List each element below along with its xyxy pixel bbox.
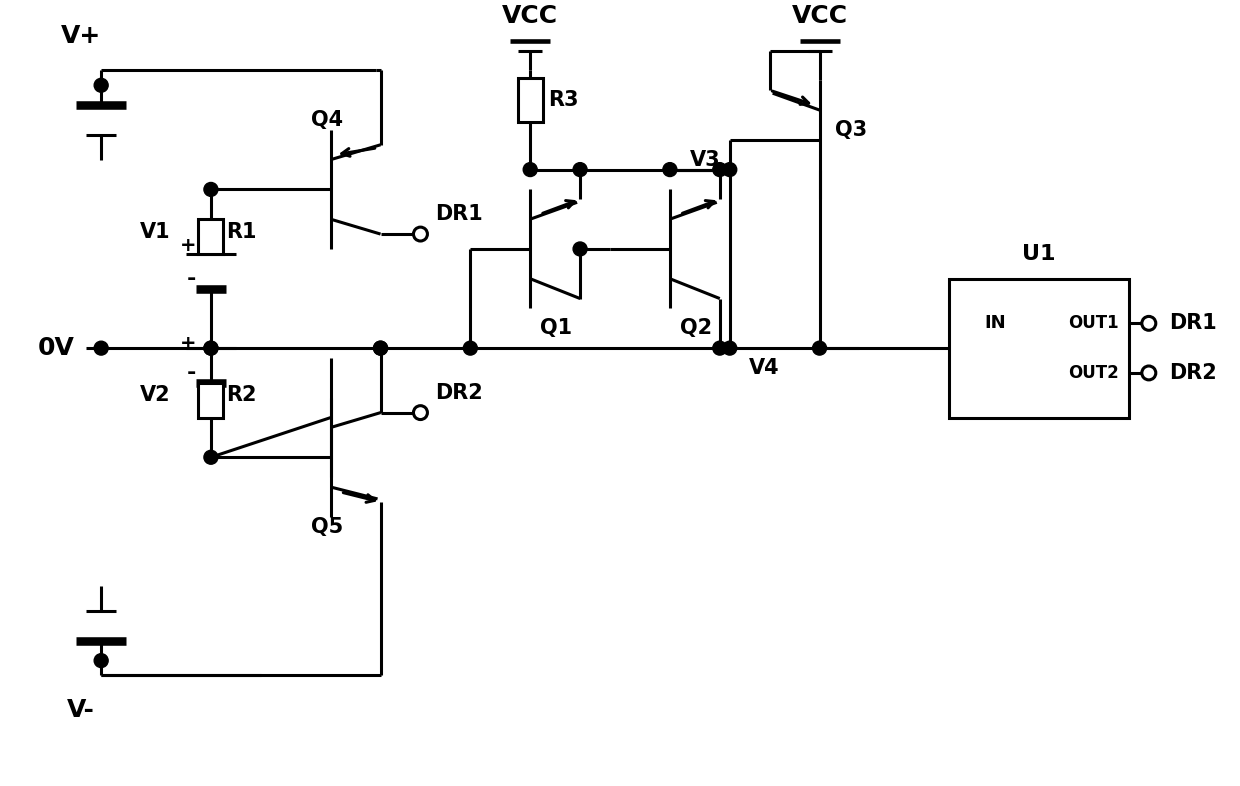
Circle shape [373, 341, 388, 355]
Circle shape [94, 341, 108, 355]
Circle shape [203, 341, 218, 355]
Bar [950, 279, 1128, 417]
Text: V-: V- [67, 698, 95, 722]
Text: VCC: VCC [502, 4, 558, 28]
Circle shape [713, 341, 727, 355]
Circle shape [203, 450, 218, 465]
Text: DR2: DR2 [1169, 363, 1216, 383]
Text: Q3: Q3 [835, 120, 867, 140]
Circle shape [203, 182, 218, 196]
Circle shape [663, 163, 677, 177]
Text: OUT2: OUT2 [1068, 364, 1118, 382]
Text: Q4: Q4 [311, 110, 342, 130]
Text: +: + [180, 334, 196, 353]
Text: Q1: Q1 [541, 318, 573, 338]
Text: DR1: DR1 [435, 204, 484, 224]
Text: -: - [186, 269, 196, 288]
Circle shape [573, 163, 587, 177]
Text: Q2: Q2 [680, 318, 712, 338]
Text: -: - [186, 363, 196, 383]
Text: V4: V4 [749, 358, 780, 378]
Text: DR1: DR1 [1169, 314, 1216, 333]
Circle shape [413, 227, 428, 241]
Circle shape [713, 163, 727, 177]
Text: V3: V3 [689, 149, 720, 170]
Text: Q5: Q5 [311, 516, 343, 537]
Text: +: + [180, 237, 196, 255]
Text: V2: V2 [140, 385, 171, 406]
Bar [518, 78, 543, 123]
Text: VCC: VCC [791, 4, 848, 28]
Circle shape [1142, 317, 1156, 330]
Text: V1: V1 [140, 222, 171, 241]
Text: R2: R2 [226, 385, 257, 406]
Circle shape [523, 163, 537, 177]
Circle shape [94, 654, 108, 667]
Circle shape [203, 341, 218, 355]
Text: IN: IN [985, 314, 1006, 332]
Text: DR2: DR2 [435, 383, 484, 402]
Circle shape [413, 406, 428, 420]
Bar [198, 383, 223, 417]
Text: U1: U1 [1022, 244, 1055, 264]
Circle shape [723, 163, 737, 177]
Circle shape [94, 79, 108, 92]
Circle shape [812, 341, 827, 355]
Text: R1: R1 [226, 222, 257, 241]
Text: R3: R3 [548, 90, 579, 110]
Text: V+: V+ [61, 24, 102, 48]
Circle shape [573, 242, 587, 256]
Bar [198, 219, 223, 254]
Circle shape [1142, 366, 1156, 380]
Circle shape [373, 341, 388, 355]
Text: OUT1: OUT1 [1068, 314, 1118, 332]
Text: 0V: 0V [38, 336, 74, 360]
Circle shape [464, 341, 477, 355]
Circle shape [723, 341, 737, 355]
